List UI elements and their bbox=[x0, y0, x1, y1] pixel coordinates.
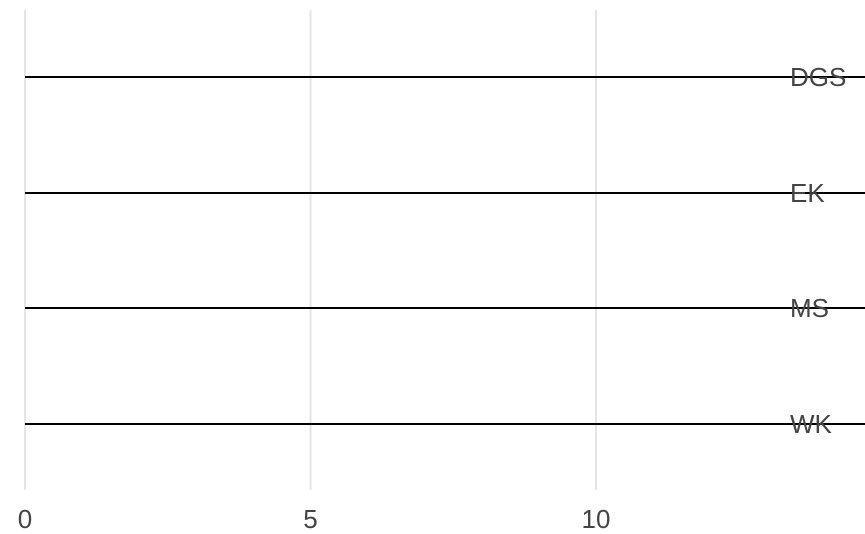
x-tick-label-0: 0 bbox=[18, 504, 32, 534]
category-label-wk: WK bbox=[790, 409, 833, 439]
category-label-ek: EK bbox=[790, 178, 825, 208]
category-label-dgs: DGS bbox=[790, 62, 846, 92]
x-tick-label-10: 10 bbox=[582, 504, 611, 534]
x-axis-ticks: 0510152025 bbox=[18, 504, 611, 534]
category-labels: DGS EK MS WK bbox=[790, 62, 846, 439]
x-tick-label-5: 5 bbox=[303, 504, 317, 534]
grid-lines bbox=[24, 10, 597, 490]
stems bbox=[25, 76, 865, 425]
category-label-ms: MS bbox=[790, 293, 829, 323]
